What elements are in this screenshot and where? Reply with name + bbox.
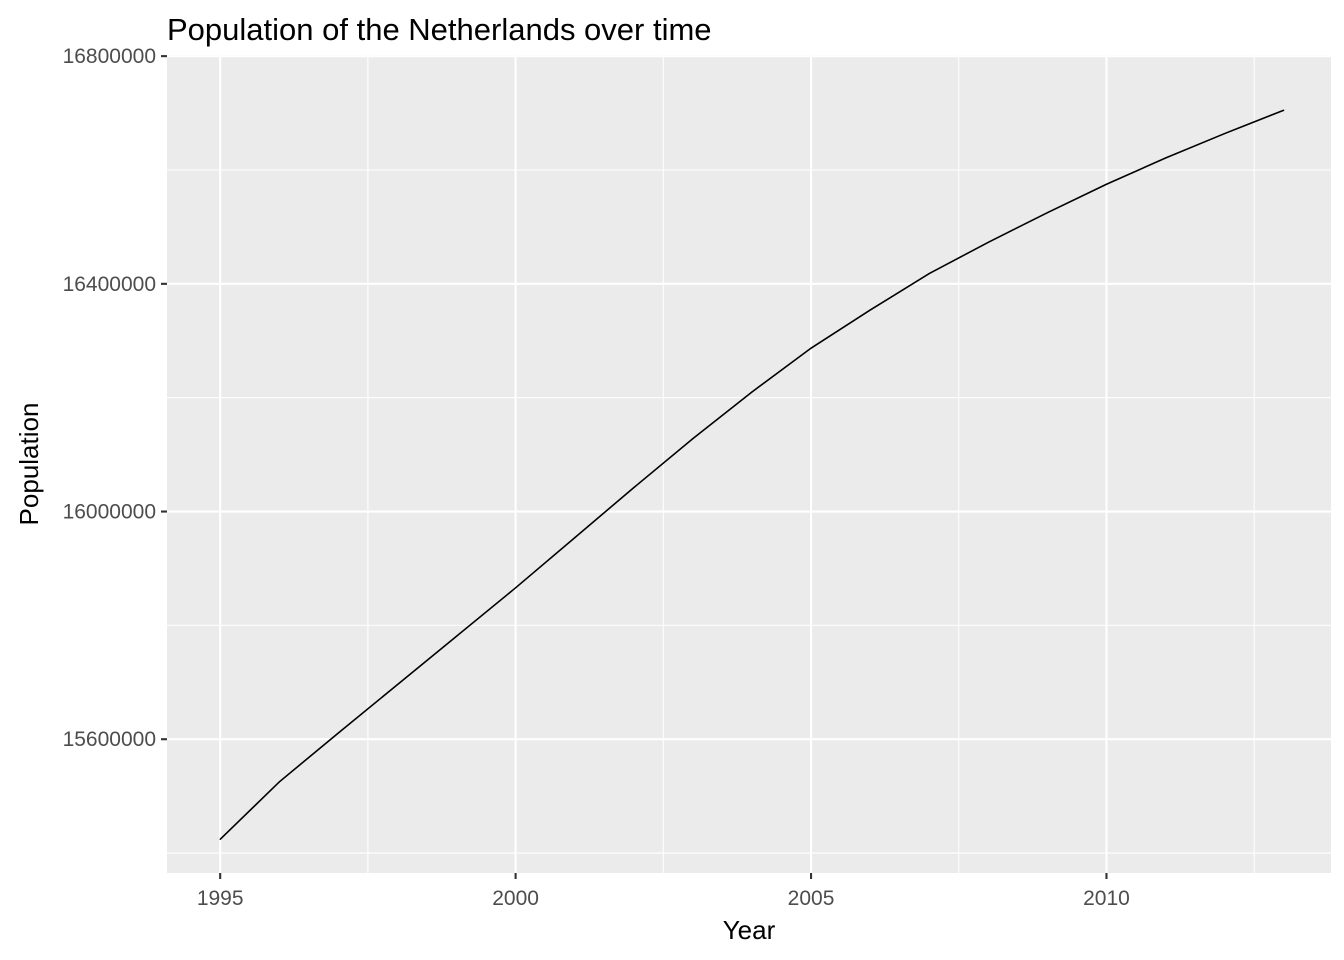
x-tick-label: 2000: [492, 887, 539, 910]
x-axis-title: Year: [723, 915, 776, 945]
x-tick-label: 2010: [1083, 887, 1130, 910]
y-tick-label: 15600000: [63, 728, 156, 751]
data-point: [574, 537, 576, 539]
chart-title: Population of the Netherlands over time: [167, 12, 712, 47]
data-point: [278, 781, 280, 783]
y-axis: 15600000 16000000 16400000 16800000: [63, 45, 167, 751]
x-tick-label: 1995: [197, 887, 244, 910]
data-point: [928, 272, 930, 275]
data-point: [1283, 109, 1285, 111]
data-series: [219, 109, 1285, 840]
data-point: [515, 587, 517, 589]
data-point: [1105, 183, 1108, 185]
plot-panel: [167, 55, 1331, 873]
minor-gridlines: [167, 55, 1331, 873]
y-tick-label: 16400000: [63, 273, 156, 296]
y-tick-label: 16000000: [63, 501, 156, 524]
y-axis-title: Population: [14, 403, 44, 526]
data-point: [396, 683, 399, 686]
data-point: [692, 438, 694, 440]
data-point: [810, 347, 812, 349]
data-point: [455, 635, 458, 637]
data-point: [987, 241, 989, 243]
data-point: [869, 309, 871, 311]
data-point: [633, 487, 635, 489]
data-point: [1164, 157, 1167, 159]
x-tick-label: 2005: [788, 887, 835, 910]
data-point: [1224, 132, 1226, 135]
major-gridlines: [167, 55, 1331, 873]
x-axis: 1995 2000 2005 2010: [197, 873, 1130, 910]
data-point: [1046, 212, 1048, 214]
data-point: [219, 838, 221, 840]
y-tick-label: 16800000: [63, 45, 156, 68]
data-point: [337, 732, 339, 734]
data-point: [751, 391, 753, 393]
